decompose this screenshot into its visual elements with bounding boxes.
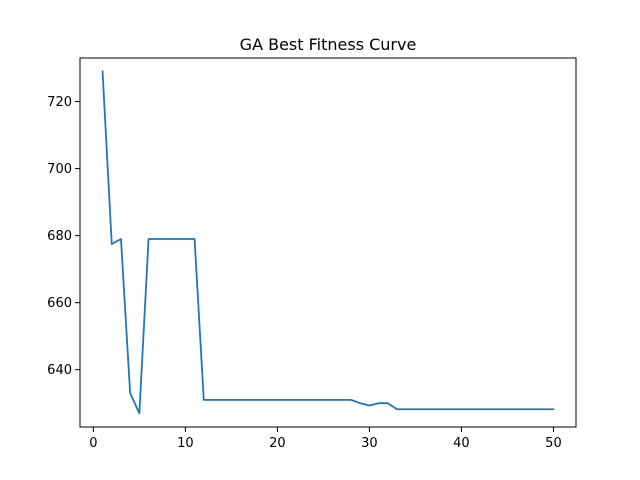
y-tick-label: 660 — [47, 296, 72, 311]
x-tick-label: 30 — [361, 436, 378, 451]
series-line-1 — [101, 70, 555, 415]
y-tick-label: 640 — [47, 363, 72, 378]
y-tick-label: 680 — [47, 229, 72, 244]
axes-frame — [79, 57, 577, 428]
x-tick-label: 40 — [453, 436, 470, 451]
y-tick-label: 720 — [47, 95, 72, 110]
x-tick-label: 10 — [177, 436, 194, 451]
x-tick-label: 0 — [89, 436, 97, 451]
plot-area: 0 10 20 30 40 50 640 660 680 700 720 — [47, 70, 562, 451]
y-tick-label: 700 — [47, 162, 72, 177]
chart-title: GA Best Fitness Curve — [240, 35, 417, 54]
x-tick-label: 20 — [269, 436, 286, 451]
x-tick-label: 50 — [545, 436, 562, 451]
